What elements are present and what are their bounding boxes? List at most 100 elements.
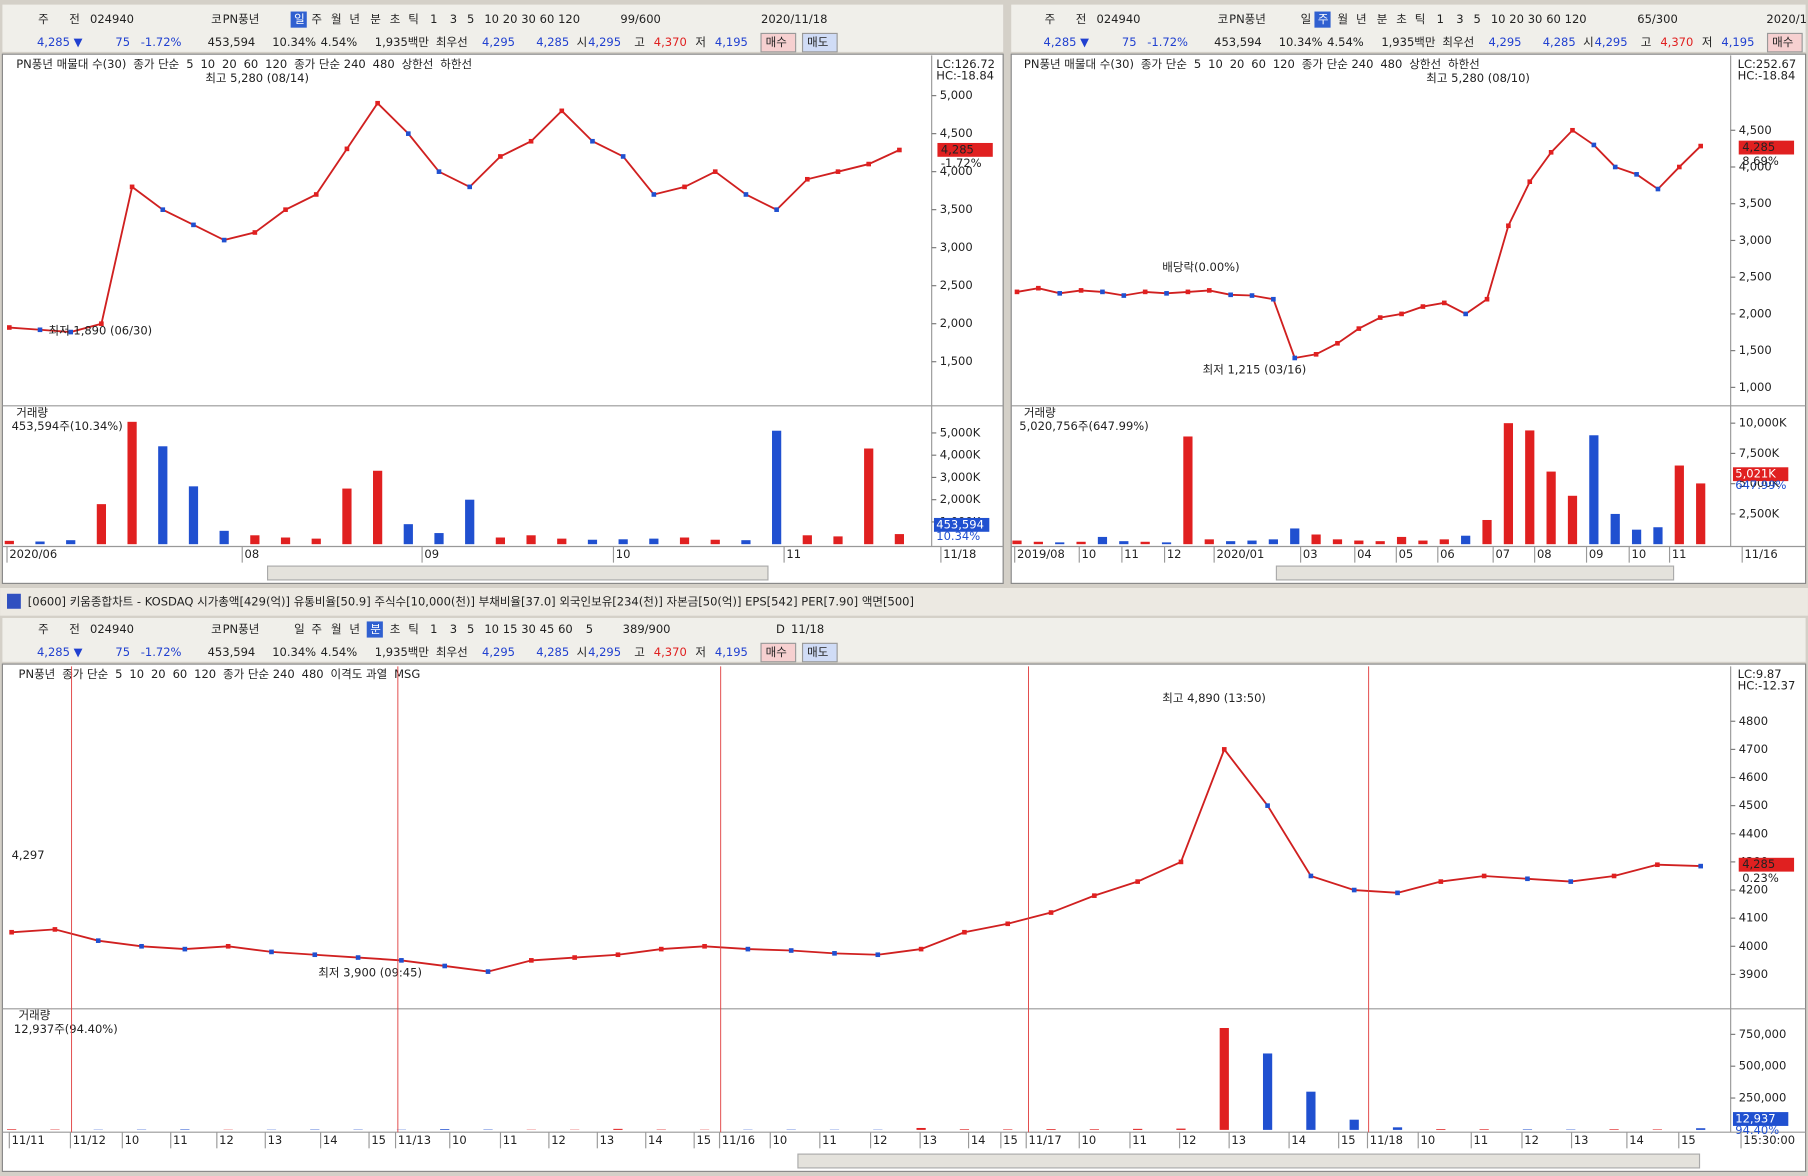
toolbar-item[interactable]: 년 <box>349 12 360 26</box>
toolbar-item[interactable]: 년 <box>349 622 360 636</box>
toolbar-item[interactable]: 30 <box>521 12 536 26</box>
order-button[interactable] <box>801 32 838 53</box>
toolbar-item[interactable]: 전 <box>69 12 80 26</box>
toolbar-item[interactable]: 10 <box>484 622 499 636</box>
toolbar-item[interactable]: PN풍년 <box>223 622 260 636</box>
quote-field: 10.34% <box>272 645 316 659</box>
order-button[interactable] <box>801 642 838 663</box>
toolbar-item[interactable]: 초 <box>1396 12 1407 26</box>
toolbar-item[interactable]: 코 <box>211 12 222 26</box>
order-button[interactable] <box>760 642 797 663</box>
toolbar-item[interactable]: 3 <box>450 12 457 26</box>
price-point <box>375 100 380 106</box>
quote-field[interactable]: 매수 <box>766 645 787 659</box>
scrollbar[interactable] <box>1275 565 1675 581</box>
toolbar-item[interactable]: 주 <box>38 12 49 26</box>
toolbar-item[interactable]: 1 <box>430 622 437 636</box>
toolbar-item[interactable]: 틱 <box>408 622 419 636</box>
volume-title: 거래량 <box>1024 405 1056 419</box>
toolbar-item[interactable]: 11/18 <box>791 622 824 636</box>
price-point <box>7 325 12 330</box>
toolbar-item[interactable]: 024940 <box>1097 12 1141 26</box>
toolbar-item[interactable]: 전 <box>1076 12 1087 26</box>
toolbar-item[interactable]: 20 <box>503 12 518 26</box>
order-button[interactable] <box>1766 32 1803 53</box>
toolbar-item[interactable]: 1 <box>1437 12 1444 26</box>
toolbar-item[interactable]: 주 <box>1318 12 1329 26</box>
toolbar-item[interactable]: 120 <box>558 12 580 26</box>
toolbar-item[interactable]: 3 <box>450 622 457 636</box>
quote-field[interactable]: 매수 <box>1772 35 1793 49</box>
toolbar-item[interactable]: 5 <box>586 622 593 636</box>
toolbar-item[interactable]: 60 <box>558 622 573 636</box>
toolbar-item[interactable]: D <box>776 622 785 636</box>
last-volume-label: 94.40% <box>1735 1123 1779 1137</box>
toolbar-item[interactable]: 초 <box>390 622 401 636</box>
toolbar-item[interactable]: 전 <box>69 622 80 636</box>
quote-field[interactable]: 매도 <box>807 35 829 49</box>
price-point <box>1611 873 1617 879</box>
annotation: 최고 4,890 (13:50) <box>1162 691 1266 705</box>
toolbar-item[interactable]: 주 <box>1045 12 1056 26</box>
toolbar-item[interactable]: 월 <box>331 12 342 26</box>
toolbar-item[interactable]: 분 <box>1377 12 1388 26</box>
toolbar-item[interactable]: 389/900 <box>623 622 671 636</box>
toolbar-item[interactable]: 120 <box>1565 12 1587 26</box>
toolbar-item[interactable]: 2020/11/18 <box>761 12 827 26</box>
order-button[interactable] <box>760 32 797 53</box>
toolbar-item[interactable]: 일 <box>294 622 305 636</box>
price-point <box>99 321 104 327</box>
toolbar-item[interactable]: 코 <box>1218 12 1229 26</box>
volume-bar <box>1226 541 1236 545</box>
x-tick-label: 10 <box>1082 547 1097 561</box>
toolbar-item[interactable]: 024940 <box>90 622 134 636</box>
annotation: LC:9.87 <box>1738 667 1782 681</box>
annotation: 최고 5,280 (08/14) <box>205 71 309 85</box>
toolbar-item[interactable]: 60 <box>1546 12 1561 26</box>
toolbar-item[interactable]: 10 <box>484 12 499 26</box>
toolbar-item[interactable]: 틱 <box>408 12 419 26</box>
toolbar-item[interactable]: 10 <box>1491 12 1506 26</box>
toolbar-item[interactable]: 30 <box>1528 12 1543 26</box>
toolbar-item[interactable]: 60 <box>540 12 555 26</box>
quote-field[interactable]: 매수 <box>766 35 787 49</box>
y-tick-label: 1,500 <box>1739 343 1772 357</box>
scrollbar[interactable] <box>797 1153 1701 1169</box>
toolbar-item[interactable]: 년 <box>1356 12 1367 26</box>
toolbar-item[interactable]: 주 <box>311 12 322 26</box>
toolbar-item[interactable]: 5 <box>1474 12 1481 26</box>
toolbar-item[interactable]: 024940 <box>90 12 134 26</box>
quote-field[interactable]: 매도 <box>807 645 829 659</box>
toolbar-item[interactable]: 30 <box>521 622 536 636</box>
toolbar-item[interactable]: 1 <box>430 12 437 26</box>
toolbar-item[interactable]: 초 <box>390 12 401 26</box>
toolbar-item[interactable]: 5 <box>467 622 474 636</box>
toolbar-item[interactable]: 2020/1 <box>1766 12 1807 26</box>
toolbar-item[interactable]: PN풍년 <box>1229 12 1266 26</box>
toolbar-item[interactable]: 99/600 <box>620 12 661 26</box>
toolbar-item[interactable]: 3 <box>1456 12 1463 26</box>
y-tick-label: 5,000K <box>940 425 981 439</box>
toolbar-item[interactable]: 월 <box>331 622 342 636</box>
toolbar-item[interactable]: 15 <box>503 622 518 636</box>
toolbar-item[interactable]: 일 <box>1301 12 1312 26</box>
scrollbar[interactable] <box>267 565 769 581</box>
price-point <box>344 146 350 152</box>
toolbar-item[interactable]: 45 <box>540 622 555 636</box>
quote-field: 4,285 ▼ <box>37 645 83 659</box>
toolbar-item[interactable]: 일 <box>294 12 305 26</box>
toolbar-item[interactable]: 틱 <box>1415 12 1426 26</box>
toolbar-item[interactable]: 주 <box>38 622 49 636</box>
toolbar-item[interactable]: PN풍년 <box>223 12 260 26</box>
toolbar-item[interactable]: 65/300 <box>1637 12 1678 26</box>
toolbar-item[interactable]: 분 <box>370 12 381 26</box>
toolbar-item[interactable]: 분 <box>370 622 381 636</box>
toolbar-item[interactable]: 20 <box>1509 12 1524 26</box>
y-tick-label: 500,000 <box>1739 1059 1787 1073</box>
toolbar-item[interactable]: 월 <box>1338 12 1349 26</box>
toolbar-item[interactable]: 코 <box>211 622 222 636</box>
volume-bar <box>1436 1129 1446 1130</box>
toolbar-item[interactable]: 5 <box>467 12 474 26</box>
toolbar-item[interactable]: 주 <box>311 622 322 636</box>
legend-item: 이격도 과열 <box>331 667 388 681</box>
